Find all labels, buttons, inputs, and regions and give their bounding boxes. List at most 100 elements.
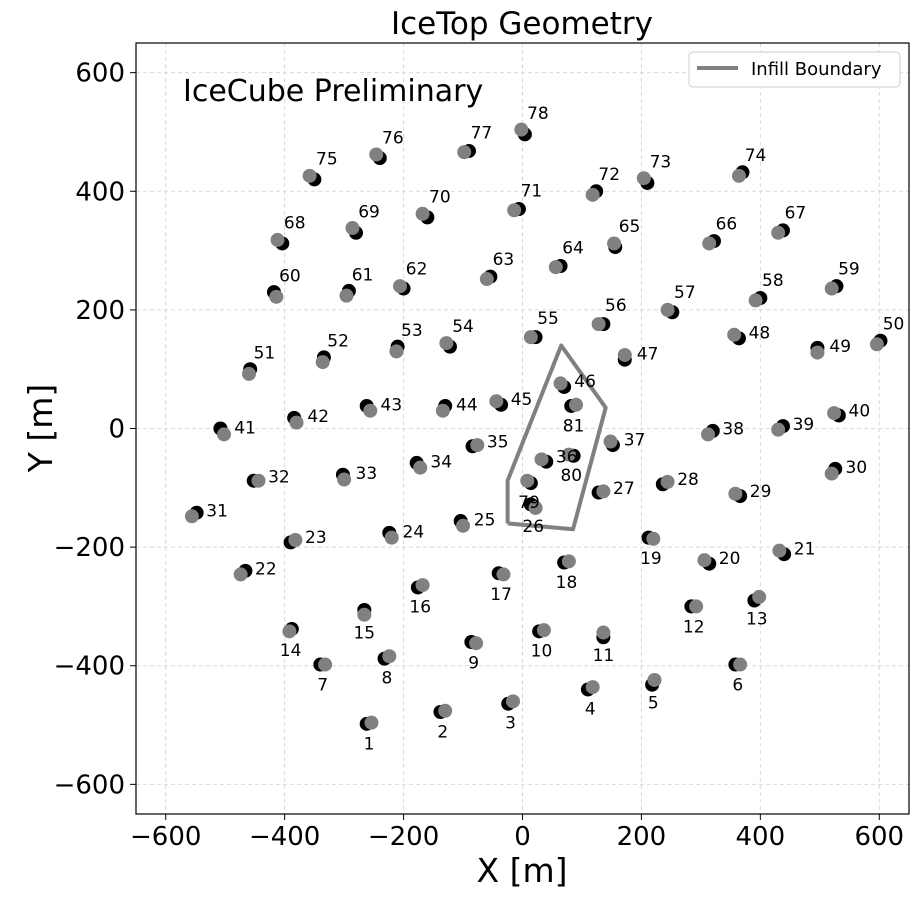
station-label-22: 22 (255, 560, 277, 580)
station-23-tank-b (288, 532, 303, 547)
station-label-34: 34 (430, 452, 452, 472)
station-46-tank-b (553, 376, 568, 391)
y-axis-label: Y [m] (21, 384, 60, 474)
station-10-tank-b (536, 623, 551, 638)
x-axis-label: X [m] (477, 851, 568, 890)
y-tick-label: −600 (54, 770, 125, 800)
station-39-tank-b (771, 422, 786, 437)
station-label-54: 54 (452, 317, 474, 337)
station-29-tank-b (728, 486, 743, 501)
station-label-10: 10 (531, 642, 553, 662)
station-label-30: 30 (846, 458, 868, 478)
station-label-47: 47 (637, 344, 659, 364)
station-73-tank-b (636, 171, 651, 186)
station-68-tank-b (270, 232, 285, 247)
station-52-tank-b (315, 355, 330, 370)
y-tick-label: −200 (54, 533, 125, 563)
station-72-tank-b (585, 187, 600, 202)
station-80-tank-b (561, 447, 576, 462)
station-6-tank-b (733, 657, 748, 672)
station-label-51: 51 (254, 344, 276, 364)
station-label-39: 39 (793, 415, 815, 435)
x-tick-label: 400 (736, 822, 786, 852)
legend-box (688, 51, 901, 88)
infill-boundary-line (505, 343, 608, 532)
station-label-32: 32 (268, 468, 290, 488)
station-label-44: 44 (456, 395, 478, 415)
station-label-73: 73 (650, 153, 672, 173)
station-47-tank-b (617, 347, 632, 362)
station-20-tank-b (697, 553, 712, 568)
station-label-43: 43 (381, 395, 403, 415)
station-81-tank-b (569, 397, 584, 412)
station-label-6: 6 (732, 676, 743, 696)
station-label-68: 68 (284, 214, 306, 234)
station-59-tank-b (824, 281, 839, 296)
station-label-25: 25 (474, 510, 496, 530)
station-label-81: 81 (563, 416, 585, 436)
station-label-62: 62 (406, 259, 428, 279)
station-label-46: 46 (574, 372, 596, 392)
station-51-tank-b (241, 366, 256, 381)
station-1-tank-b (364, 715, 379, 730)
station-label-12: 12 (683, 617, 705, 637)
station-61-tank-b (339, 288, 354, 303)
station-24-tank-b (384, 530, 399, 545)
station-label-49: 49 (829, 337, 851, 357)
station-37-tank-b (603, 434, 618, 449)
station-58-tank-b (748, 293, 763, 308)
station-label-26: 26 (522, 517, 544, 537)
station-label-76: 76 (382, 128, 404, 148)
station-5-tank-b (647, 672, 662, 687)
station-8-tank-b (382, 649, 397, 664)
station-label-31: 31 (206, 502, 228, 522)
station-label-16: 16 (409, 597, 431, 617)
station-label-42: 42 (307, 407, 329, 427)
station-2-tank-b (438, 703, 453, 718)
y-tick-labels: −600 −400 −200 0 200 400 600 (54, 59, 125, 801)
station-label-52: 52 (327, 332, 349, 352)
station-9-tank-b (469, 636, 484, 651)
station-label-55: 55 (537, 309, 559, 329)
station-70-tank-b (415, 206, 430, 221)
station-3-tank-b (505, 694, 520, 709)
station-label-57: 57 (674, 283, 696, 303)
station-points (184, 122, 888, 731)
station-label-14: 14 (280, 641, 302, 661)
station-26-tank-b (528, 500, 543, 515)
station-label-50: 50 (883, 315, 905, 335)
x-tick-label: 600 (854, 822, 904, 852)
x-tick-label: 0 (514, 822, 531, 852)
station-label-69: 69 (358, 202, 380, 222)
station-33-tank-b (337, 472, 352, 487)
station-77-tank-b (457, 145, 472, 160)
station-label-40: 40 (849, 401, 871, 421)
station-35-tank-b (470, 438, 485, 453)
y-tick-label: 600 (75, 59, 125, 89)
station-label-48: 48 (749, 324, 771, 344)
station-label-60: 60 (279, 267, 301, 287)
boundary-layer (505, 343, 608, 532)
station-label-18: 18 (556, 573, 578, 593)
station-label-79: 79 (518, 493, 540, 513)
station-7-tank-b (318, 657, 333, 672)
station-label-77: 77 (471, 124, 493, 144)
station-label-8: 8 (381, 668, 392, 688)
station-label-19: 19 (640, 549, 662, 569)
station-label-36: 36 (556, 448, 578, 468)
station-label-21: 21 (794, 540, 816, 560)
axis-ticks (130, 72, 880, 820)
x-tick-label: −200 (368, 822, 439, 852)
station-label-17: 17 (490, 585, 512, 605)
station-28-tank-b (660, 474, 675, 489)
station-label-75: 75 (316, 150, 338, 170)
station-65-tank-b (607, 236, 622, 251)
station-4-tank-b (585, 680, 600, 695)
station-21-tank-b (772, 543, 787, 558)
station-32-tank-b (251, 473, 266, 488)
station-75-tank-b (302, 168, 317, 183)
station-38-tank-b (701, 427, 716, 442)
station-label-27: 27 (613, 479, 635, 499)
